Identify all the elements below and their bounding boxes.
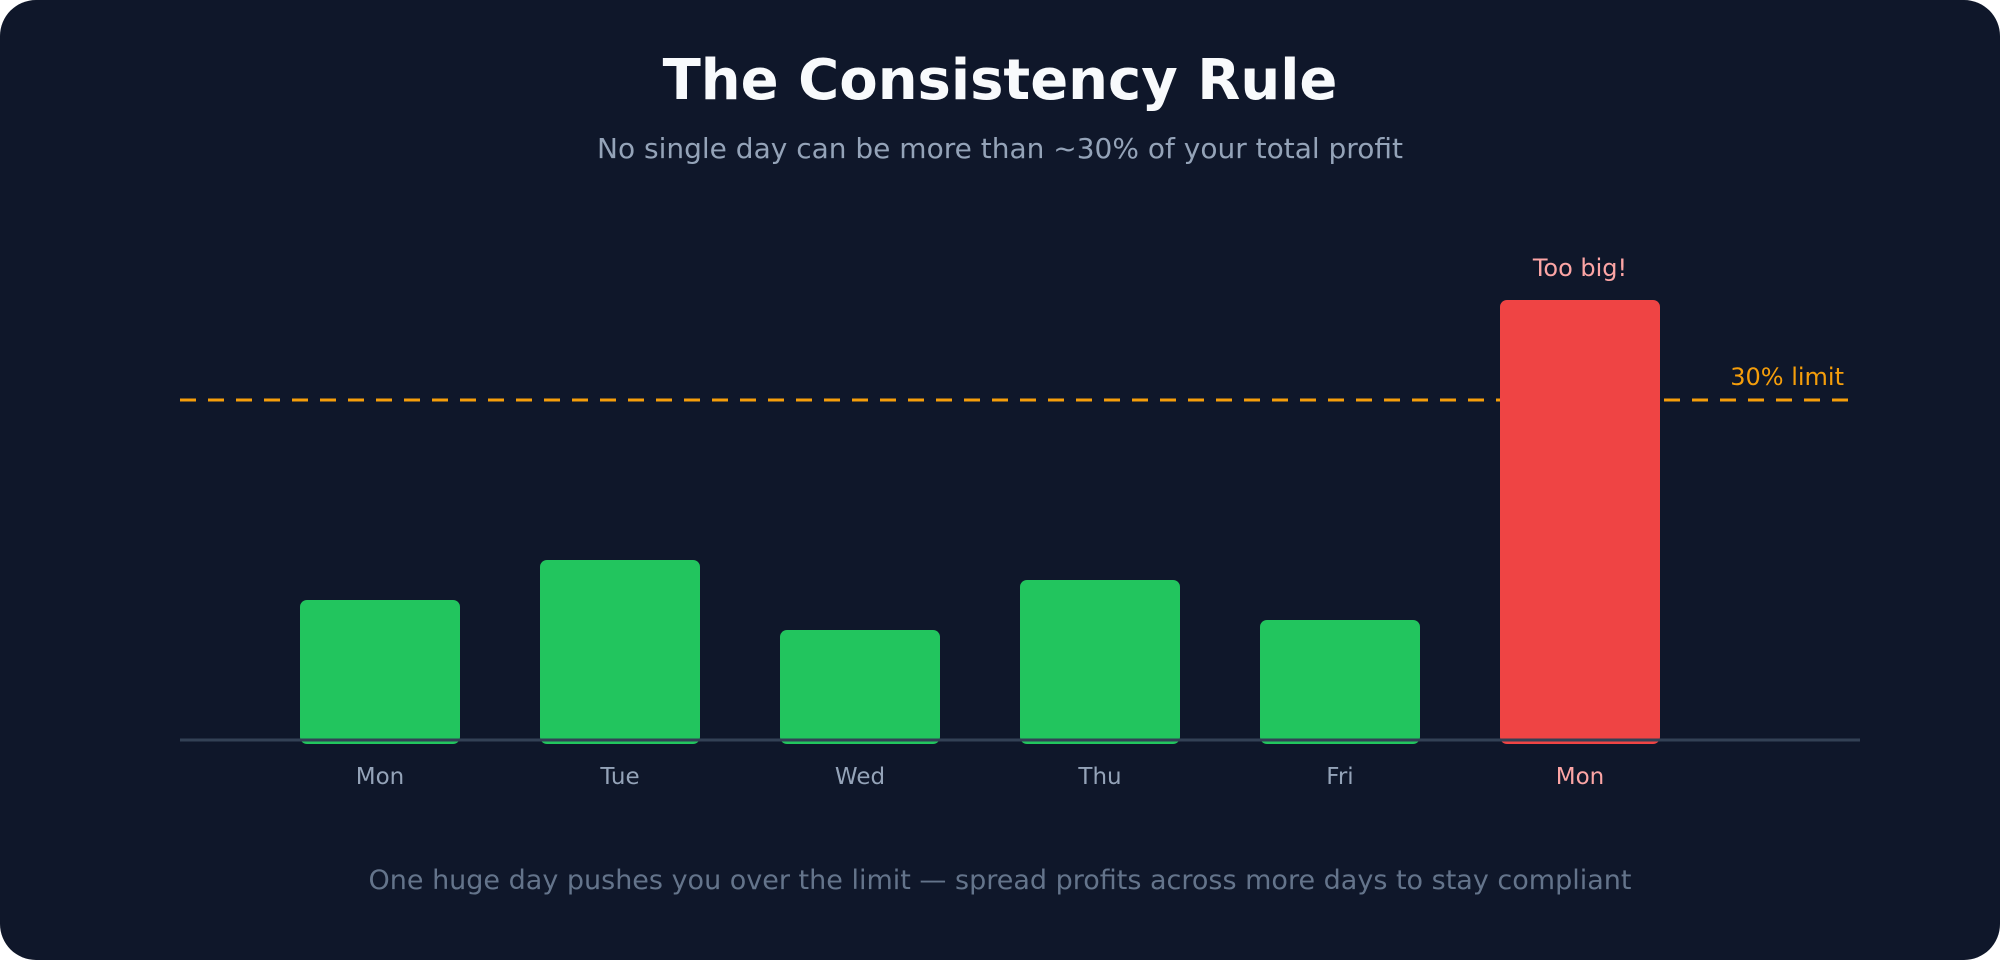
x-tick-label: Wed (835, 764, 885, 790)
bar (1020, 580, 1180, 744)
x-tick-label: Mon (1556, 764, 1605, 790)
bar (540, 560, 700, 744)
bar (300, 600, 460, 744)
bar-violation (1500, 300, 1660, 744)
chart-subtitle: No single day can be more than ~30% of y… (597, 132, 1403, 165)
limit-label: 30% limit (1730, 363, 1844, 391)
bar (780, 630, 940, 744)
bar-annotation: Too big! (1532, 254, 1627, 282)
bar (1260, 620, 1420, 744)
x-tick-label: Thu (1077, 764, 1121, 790)
x-tick-label: Tue (599, 764, 639, 790)
chart-title: The Consistency Rule (662, 48, 1338, 113)
x-tick-label: Mon (356, 764, 405, 790)
x-tick-label: Fri (1326, 764, 1353, 790)
chart-footnote: One huge day pushes you over the limit —… (368, 865, 1632, 896)
